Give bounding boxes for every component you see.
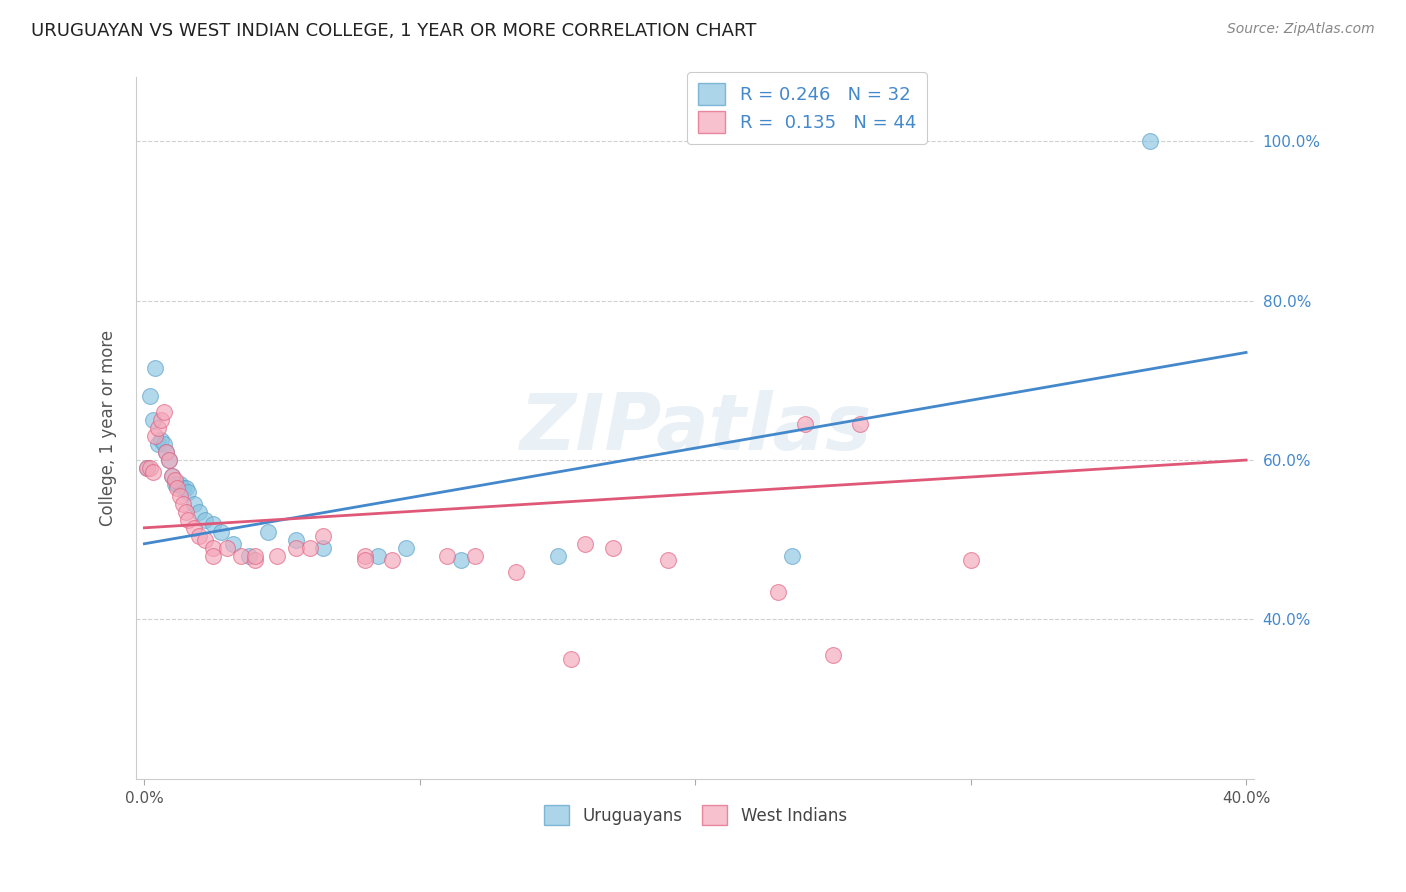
Point [312, 529, 335, 543]
Point [177, 485, 200, 500]
Point [821, 648, 844, 663]
Point [160, 469, 183, 483]
Point [155, 445, 177, 459]
Point [166, 481, 188, 495]
Point [215, 541, 238, 555]
Point [229, 549, 252, 563]
Point [211, 524, 233, 539]
Point [574, 537, 596, 551]
Point [145, 361, 167, 376]
Point [142, 465, 165, 479]
Point [163, 477, 186, 491]
Point [157, 453, 180, 467]
Point [381, 552, 404, 566]
Point [266, 549, 288, 563]
Point [188, 505, 211, 519]
Point [238, 549, 260, 563]
Point [172, 481, 194, 495]
Point [657, 552, 679, 566]
Point [353, 549, 375, 563]
Point [160, 469, 183, 483]
Point [169, 489, 191, 503]
Legend: Uruguayans, West Indians: Uruguayans, West Indians [536, 797, 855, 834]
Point [136, 461, 159, 475]
Point [172, 497, 194, 511]
Text: URUGUAYAN VS WEST INDIAN COLLEGE, 1 YEAR OR MORE CORRELATION CHART: URUGUAYAN VS WEST INDIAN COLLEGE, 1 YEAR… [31, 22, 756, 40]
Point [560, 652, 582, 666]
Point [780, 549, 803, 563]
Point [547, 549, 569, 563]
Point [163, 473, 186, 487]
Point [169, 477, 191, 491]
Text: Source: ZipAtlas.com: Source: ZipAtlas.com [1227, 22, 1375, 37]
Point [149, 433, 172, 447]
Point [157, 453, 180, 467]
Point [243, 552, 266, 566]
Point [436, 549, 458, 563]
Point [194, 533, 217, 547]
Point [152, 405, 174, 419]
Point [149, 413, 172, 427]
Point [221, 537, 243, 551]
Point [794, 417, 817, 432]
Point [1139, 134, 1161, 148]
Point [152, 437, 174, 451]
Point [202, 541, 225, 555]
Point [166, 477, 188, 491]
Point [959, 552, 981, 566]
Point [202, 549, 225, 563]
Point [183, 521, 205, 535]
Point [146, 437, 169, 451]
Point [139, 389, 162, 403]
Point [136, 461, 159, 475]
Point [202, 516, 225, 531]
Point [146, 421, 169, 435]
Point [464, 549, 486, 563]
Point [395, 541, 418, 555]
Y-axis label: College, 1 year or more: College, 1 year or more [100, 330, 117, 526]
Point [145, 429, 167, 443]
Point [257, 524, 280, 539]
Point [353, 552, 375, 566]
Point [155, 445, 177, 459]
Point [139, 461, 162, 475]
Point [183, 497, 205, 511]
Point [849, 417, 872, 432]
Point [188, 529, 211, 543]
Point [174, 505, 197, 519]
Point [312, 541, 335, 555]
Point [284, 541, 307, 555]
Point [243, 549, 266, 563]
Point [174, 481, 197, 495]
Point [367, 549, 389, 563]
Text: ZIPatlas: ZIPatlas [519, 390, 872, 467]
Point [284, 533, 307, 547]
Point [505, 565, 527, 579]
Point [450, 552, 472, 566]
Point [766, 584, 789, 599]
Point [177, 513, 200, 527]
Point [602, 541, 624, 555]
Point [194, 513, 217, 527]
Point [298, 541, 321, 555]
Point [142, 413, 165, 427]
